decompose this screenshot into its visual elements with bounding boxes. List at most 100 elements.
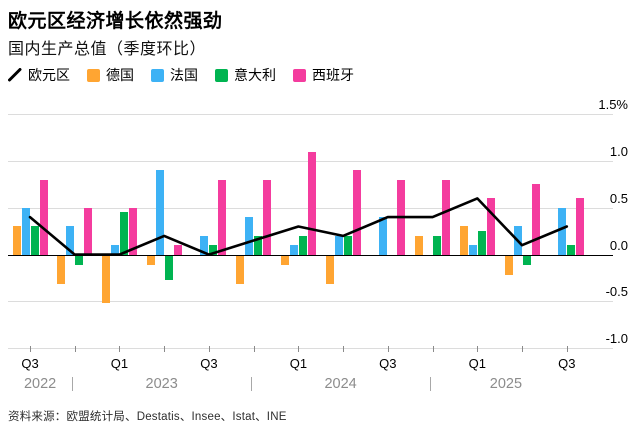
bar-法国-2023 Q3 bbox=[200, 235, 209, 255]
year-label: 2024 bbox=[324, 376, 357, 392]
legend-label: 意大利 bbox=[234, 67, 276, 83]
bar-德国-2024 Q2 bbox=[325, 256, 334, 285]
bar-意大利-2023 Q4 bbox=[254, 235, 263, 255]
gridline bbox=[8, 301, 613, 303]
x-axis-label: Q3 bbox=[21, 356, 39, 371]
zero-axis bbox=[8, 254, 613, 257]
bar-法国-2024 Q2 bbox=[334, 235, 343, 255]
gridline bbox=[8, 348, 613, 350]
bar-法国-2023 Q4 bbox=[245, 217, 254, 255]
bar-西班牙-2025 Q3 bbox=[576, 198, 585, 255]
bar-法国-2024 Q1 bbox=[289, 245, 298, 255]
bar-法国-2025 Q2 bbox=[513, 226, 522, 255]
legend-item-法国: 法国 bbox=[151, 65, 198, 85]
square-swatch-icon bbox=[293, 68, 306, 82]
y-axis-label: 1.5% bbox=[598, 97, 628, 113]
x-axis-label: Q3 bbox=[200, 356, 218, 371]
bar-西班牙-2023 Q3 bbox=[218, 179, 227, 255]
x-axis-label: Q3 bbox=[558, 356, 576, 371]
x-tick bbox=[208, 346, 210, 352]
legend-item-德国: 德国 bbox=[87, 65, 134, 85]
gridline bbox=[8, 114, 613, 116]
legend-item-西班牙: 西班牙 bbox=[293, 65, 354, 85]
line-swatch-icon bbox=[8, 68, 22, 82]
x-tick bbox=[432, 346, 434, 352]
y-axis-label: 0.0 bbox=[609, 237, 628, 253]
bar-意大利-2023 Q3 bbox=[209, 245, 218, 255]
source-note: 资料来源：欧盟统计局、Destatis、Insee、Istat、INE bbox=[8, 411, 287, 423]
x-tick bbox=[253, 346, 255, 352]
x-axis-label: Q1 bbox=[110, 356, 129, 371]
bar-西班牙-2024 Q4 bbox=[442, 179, 451, 255]
bar-德国-2025 Q1 bbox=[459, 226, 468, 255]
bar-意大利-2025 Q2 bbox=[522, 256, 531, 266]
year-divider bbox=[430, 377, 432, 391]
bar-法国-2025 Q1 bbox=[468, 245, 477, 255]
bar-意大利-2024 Q4 bbox=[433, 235, 442, 255]
bar-意大利-2024 Q2 bbox=[343, 235, 352, 255]
bar-意大利-2023 Q2 bbox=[164, 256, 173, 280]
year-divider bbox=[72, 377, 74, 391]
bar-德国-2023 Q1 bbox=[101, 256, 110, 303]
bar-意大利-2024 Q1 bbox=[298, 235, 307, 255]
bar-德国-2023 Q4 bbox=[236, 256, 245, 285]
square-swatch-icon bbox=[215, 68, 228, 82]
bar-意大利-2025 Q3 bbox=[567, 245, 576, 255]
x-tick bbox=[30, 346, 31, 352]
x-tick bbox=[343, 346, 345, 352]
bar-德国-2024 Q4 bbox=[415, 235, 424, 255]
bar-法国-2025 Q3 bbox=[558, 207, 567, 255]
x-tick bbox=[387, 346, 389, 352]
bar-意大利-2023 Q1 bbox=[119, 212, 128, 255]
bar-意大利-2025 Q1 bbox=[477, 231, 486, 255]
bar-法国-2022 Q3 bbox=[21, 207, 30, 255]
x-tick bbox=[164, 346, 166, 352]
legend-label: 德国 bbox=[106, 67, 134, 83]
y-axis-label: -1.0 bbox=[605, 331, 628, 347]
bar-意大利-2022 Q4 bbox=[75, 256, 84, 266]
y-axis-label: 1.0 bbox=[609, 143, 628, 159]
bar-西班牙-2024 Q3 bbox=[397, 179, 406, 255]
square-swatch-icon bbox=[87, 68, 100, 82]
legend-item-意大利: 意大利 bbox=[215, 65, 276, 85]
bar-西班牙-2023 Q2 bbox=[173, 245, 182, 255]
bar-法国-2023 Q1 bbox=[110, 245, 119, 255]
year-label: 2023 bbox=[145, 376, 178, 392]
x-axis-label: Q3 bbox=[379, 356, 397, 371]
bar-西班牙-2022 Q3 bbox=[39, 179, 48, 255]
bar-德国-2023 Q2 bbox=[146, 256, 155, 266]
bar-西班牙-2025 Q2 bbox=[531, 184, 540, 255]
x-tick bbox=[74, 346, 76, 352]
bar-西班牙-2022 Q4 bbox=[84, 207, 93, 255]
bar-西班牙-2024 Q2 bbox=[352, 170, 361, 255]
bar-德国-2022 Q3 bbox=[12, 226, 21, 255]
square-swatch-icon bbox=[151, 68, 164, 82]
chart-subtitle: 国内生产总值（季度环比） bbox=[8, 41, 207, 58]
x-tick bbox=[119, 346, 121, 352]
bar-德国-2022 Q4 bbox=[57, 256, 66, 285]
y-axis-label: -0.5 bbox=[605, 284, 628, 300]
bar-西班牙-2025 Q1 bbox=[486, 198, 495, 255]
x-tick bbox=[522, 346, 524, 352]
bar-法国-2024 Q3 bbox=[379, 217, 388, 255]
bar-西班牙-2023 Q4 bbox=[263, 179, 272, 255]
bar-德国-2024 Q1 bbox=[280, 256, 289, 266]
x-tick bbox=[477, 346, 479, 352]
legend-label: 欧元区 bbox=[28, 67, 70, 83]
legend-label: 西班牙 bbox=[312, 67, 354, 83]
x-axis-label: Q1 bbox=[289, 356, 308, 371]
bar-西班牙-2024 Q1 bbox=[307, 151, 316, 255]
bar-法国-2023 Q2 bbox=[155, 170, 164, 255]
legend-item-欧元区: 欧元区 bbox=[8, 65, 70, 85]
x-axis-label: Q1 bbox=[468, 356, 486, 371]
bar-法国-2022 Q4 bbox=[66, 226, 75, 255]
bar-德国-2025 Q2 bbox=[504, 256, 513, 275]
year-label: 2022 bbox=[23, 376, 57, 392]
x-tick bbox=[298, 346, 300, 352]
year-label: 2025 bbox=[489, 376, 523, 392]
bar-西班牙-2023 Q1 bbox=[128, 207, 137, 255]
y-axis-label: 0.5 bbox=[609, 190, 628, 206]
x-tick bbox=[566, 346, 568, 352]
